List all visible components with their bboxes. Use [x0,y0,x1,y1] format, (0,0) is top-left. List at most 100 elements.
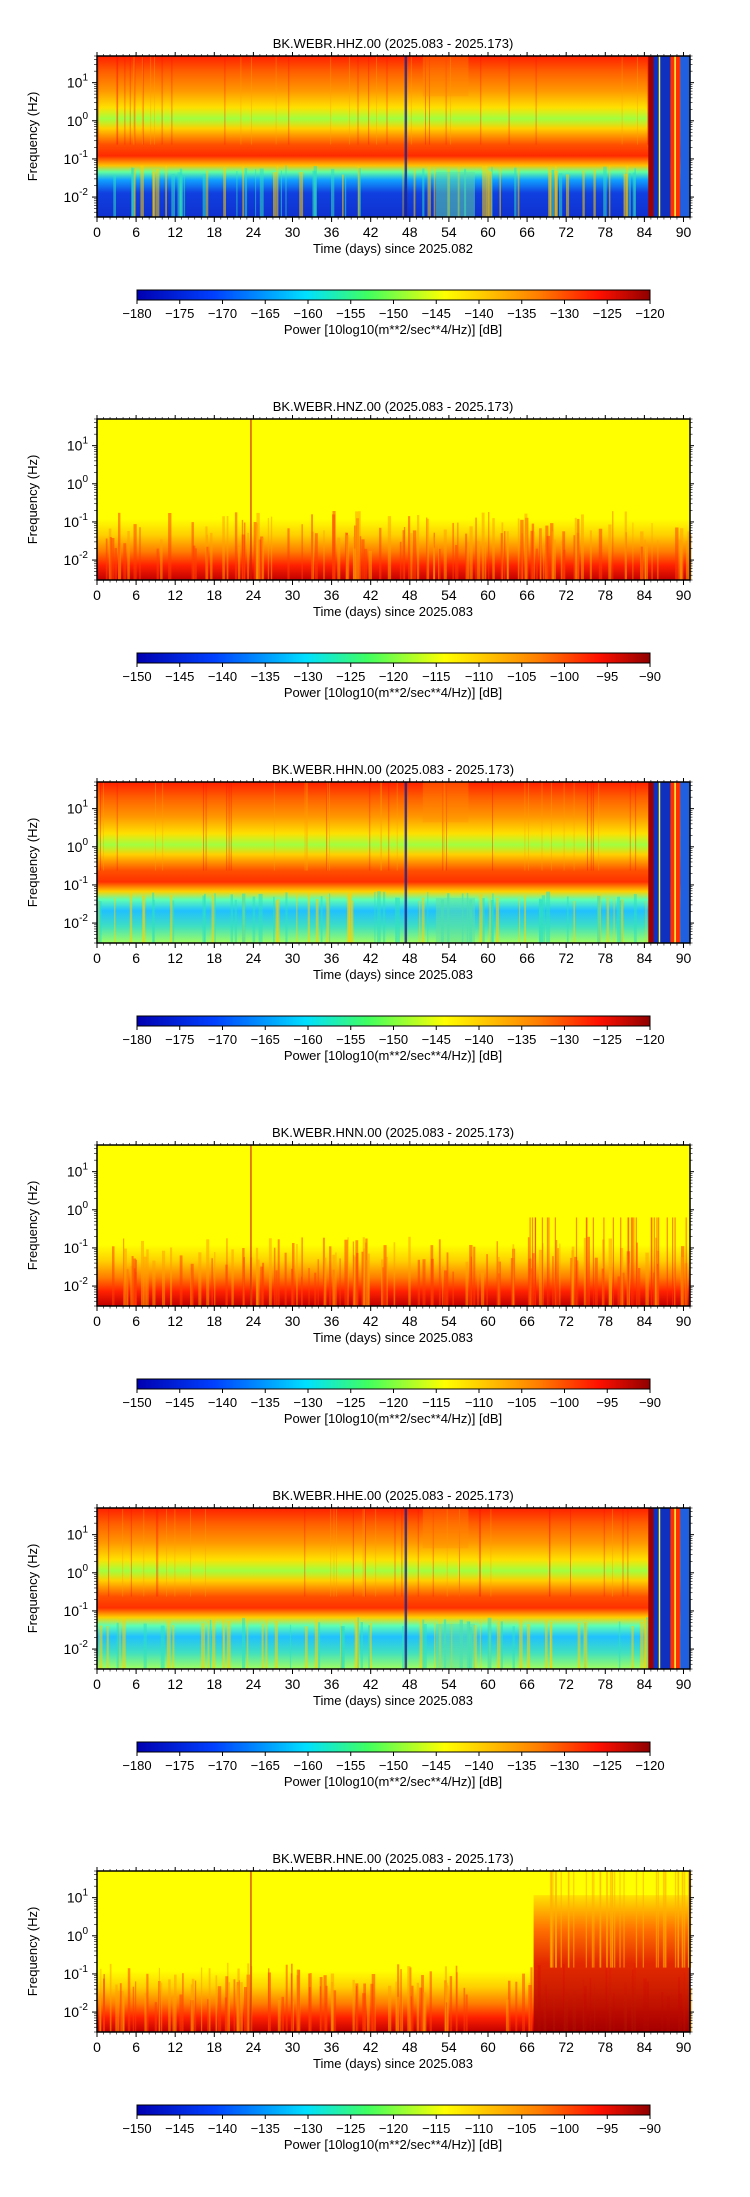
y-tick-label: 10-2 [64,550,89,568]
colorbar-tick-label: −95 [596,2121,618,2136]
colorbar-tick-label: −150 [379,306,408,321]
colorbar: −150 −145 −140 −135 −130 −125 −120 −115 −110 −105… [122,1378,661,1426]
x-tick-label: 90 [676,2039,692,2055]
y-axis-label: Frequency (Hz) [25,1544,40,1634]
plot-frame [96,1144,691,1307]
colorbar-label: Power [10log10(m**2/sec**4/Hz)] [dB] [284,1774,502,1789]
x-tick-label: 18 [207,950,223,966]
x-tick-label: 48 [402,1313,418,1329]
x-tick-label: 36 [324,950,340,966]
colorbar-tick-label: −130 [550,306,579,321]
colorbar-tick-label: −120 [635,306,664,321]
chart-title: BK.WEBR.HNN.00 (2025.083 - 2025.173) [272,1125,514,1140]
spectrogram-panel-5: BK.WEBR.HHE.00 (2025.083 - 2025.173) 0 6 12… [25,1488,694,1789]
colorbar-tick-label: −120 [379,1395,408,1410]
colorbar: −180 −175 −170 −165 −160 −155 −150 −145 −140 −135… [122,1741,665,1789]
y-axis-label: Frequency (Hz) [25,1907,40,1997]
x-tick-label: 12 [167,2039,183,2055]
y-tick-label: 101 [67,1525,89,1543]
plot-frame [96,55,691,218]
colorbar-tick-label: −140 [464,1758,493,1773]
colorbar-tick-label: −150 [379,1758,408,1773]
y-tick-label: 10-1 [64,149,89,167]
x-axis: 0 6 12 18 24 30 36 42 48 54 60 66 72 78 84 90 Time (days… [93,52,691,256]
x-tick-label: 90 [676,1313,692,1329]
colorbar: −150 −145 −140 −135 −130 −125 −120 −115 −110 −105… [122,652,661,700]
x-tick-label: 78 [597,950,613,966]
colorbar-tick-label: −130 [550,1758,579,1773]
colorbar-tick-label: −135 [251,2121,280,2136]
colorbar-tick-label: −130 [293,1395,322,1410]
y-tick-label: 10-1 [64,875,89,893]
x-tick-label: 6 [132,1676,140,1692]
x-tick-label: 6 [132,950,140,966]
colorbar-tick-label: −165 [251,306,280,321]
x-tick-label: 84 [637,1313,653,1329]
colorbar-tick-label: −140 [208,1395,237,1410]
x-tick-label: 12 [167,1313,183,1329]
x-tick-label: 54 [441,224,457,240]
x-tick-label: 0 [93,1676,101,1692]
x-tick-label: 0 [93,224,101,240]
x-tick-label: 6 [132,587,140,603]
y-axis: 10-2 10-1 100 101 Frequency (Hz) [25,1144,694,1307]
colorbar-tick-label: −135 [507,1758,536,1773]
x-tick-label: 78 [597,2039,613,2055]
spectrogram-panel-4: BK.WEBR.HNN.00 (2025.083 - 2025.173) 0 6 12… [25,1125,694,1426]
x-axis: 0 6 12 18 24 30 36 42 48 54 60 66 72 78 84 90 Time (days… [93,1141,691,1345]
colorbar-label: Power [10log10(m**2/sec**4/Hz)] [dB] [284,1048,502,1063]
colorbar-gradient [136,652,651,664]
y-axis-label: Frequency (Hz) [25,1181,40,1271]
spectrogram-panel-1: BK.WEBR.HHZ.00 (2025.083 - 2025.173) 0 6 12… [25,36,694,337]
x-tick-label: 72 [558,950,574,966]
x-axis-label: Time (days) since 2025.083 [313,967,473,982]
y-tick-label: 101 [67,799,89,817]
x-tick-label: 66 [519,1676,535,1692]
colorbar-tick-label: −150 [122,2121,151,2136]
x-tick-label: 84 [637,224,653,240]
x-tick-label: 36 [324,1313,340,1329]
y-axis: 10-2 10-1 100 101 Frequency (Hz) [25,781,694,944]
colorbar-tick-label: −150 [379,1032,408,1047]
x-tick-label: 60 [480,1313,496,1329]
y-tick-label: 10-1 [64,512,89,530]
colorbar-tick-label: −175 [165,1758,194,1773]
x-tick-label: 12 [167,224,183,240]
colorbar-tick-label: −150 [122,669,151,684]
colorbar-tick-label: −125 [336,2121,365,2136]
x-tick-label: 24 [246,224,262,240]
x-tick-label: 18 [207,1676,223,1692]
x-tick-label: 84 [637,587,653,603]
x-tick-label: 42 [363,2039,379,2055]
colorbar-label: Power [10log10(m**2/sec**4/Hz)] [dB] [284,1411,502,1426]
x-tick-label: 42 [363,587,379,603]
chart-title: BK.WEBR.HHE.00 (2025.083 - 2025.173) [272,1488,513,1503]
heatmap [97,1145,690,1306]
colorbar-tick-label: −170 [208,1758,237,1773]
x-tick-label: 54 [441,2039,457,2055]
y-tick-label: 10-1 [64,1601,89,1619]
plot-frame [96,418,691,581]
x-tick-label: 0 [93,587,101,603]
heatmap [97,1871,693,2032]
colorbar-tick-label: −125 [336,669,365,684]
x-axis-label: Time (days) since 2025.083 [313,604,473,619]
colorbar-tick-label: −95 [596,1395,618,1410]
x-tick-label: 0 [93,1313,101,1329]
colorbar-tick-label: −180 [122,1758,151,1773]
x-tick-label: 72 [558,224,574,240]
x-tick-label: 36 [324,224,340,240]
x-tick-label: 60 [480,2039,496,2055]
x-tick-label: 6 [132,1313,140,1329]
colorbar-tick-label: −125 [593,306,622,321]
colorbar-tick-label: −90 [639,2121,661,2136]
colorbar-tick-label: −170 [208,306,237,321]
x-tick-label: 48 [402,1676,418,1692]
chart-title: BK.WEBR.HHZ.00 (2025.083 - 2025.173) [273,36,514,51]
colorbar-gradient [136,289,651,301]
x-tick-label: 12 [167,587,183,603]
x-tick-label: 30 [285,1313,301,1329]
x-tick-label: 72 [558,587,574,603]
x-axis: 0 6 12 18 24 30 36 42 48 54 60 66 72 78 84 90 Time (days… [93,1504,691,1708]
